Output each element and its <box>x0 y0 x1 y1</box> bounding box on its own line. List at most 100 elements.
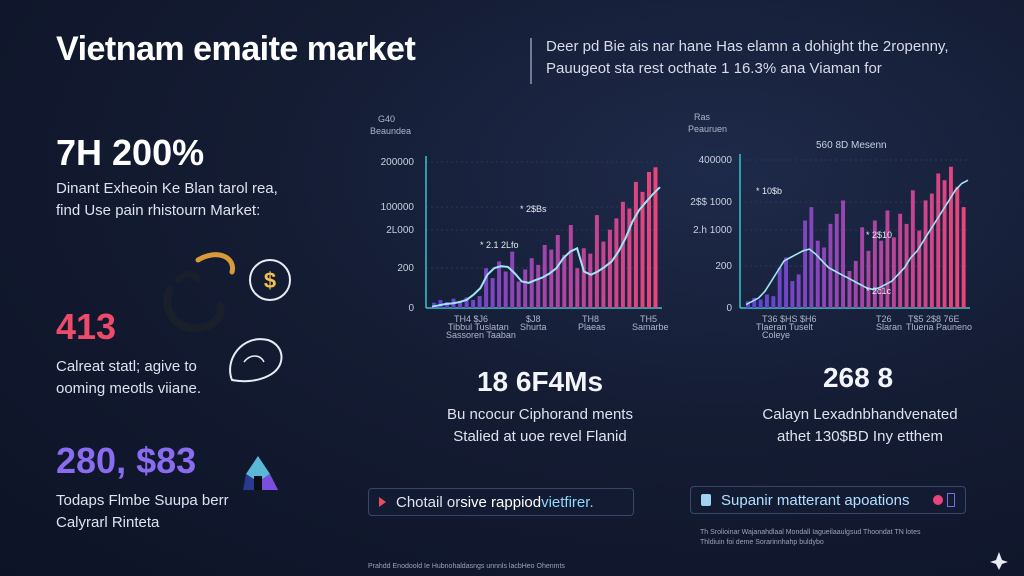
bottom-footnote: Prahdd Enodoold Ie Hubnohaldasngs unnnls… <box>368 563 565 570</box>
left-bar-5 <box>464 297 469 308</box>
right-bar-26 <box>910 190 915 308</box>
right-footnote-line-2: Thldiuin foi deme Sorarinnhahp buldybo <box>700 539 824 546</box>
right-bar-8 <box>796 274 801 308</box>
left-y-tick-0: 200000 <box>381 157 415 168</box>
left-bar-28 <box>614 218 619 308</box>
left-bar-18 <box>549 249 554 308</box>
left-chart-desc-line-2: Stalied at uoe revel Flanid <box>453 428 627 445</box>
left-bar-20 <box>562 254 567 308</box>
right-bar-27 <box>917 230 922 308</box>
right-bar-5 <box>777 267 782 308</box>
stat-3-value: 280, $83 <box>56 440 197 481</box>
left-bar-14 <box>523 269 528 308</box>
document-icon <box>701 494 711 506</box>
right-bar-30 <box>936 173 941 308</box>
right-bar-12 <box>822 247 826 308</box>
right-bar-16 <box>847 271 852 308</box>
left-y-tick-1: 100000 <box>381 202 415 213</box>
ethereum-icon <box>243 456 278 490</box>
left-pill-text-2: sive rappiod <box>460 493 542 511</box>
left-annotation-2: * 2.1 2Lfo <box>480 240 519 250</box>
right-y-tick-4: 0 <box>726 303 732 314</box>
left-pill-text-3: vietfirer. <box>541 493 594 511</box>
left-x-label-1b: Tibbul Tuslatan <box>448 322 509 332</box>
right-y-tick-3: 200 <box>715 261 732 272</box>
right-pill-text: Supanir matterant apoations <box>721 491 910 509</box>
right-y-tick-1: 2$$ 1000 <box>690 197 732 208</box>
left-bar-chart: G40 Beaundea 200000 100000 2L000 200 0 * 2$B… <box>370 114 669 340</box>
right-bar-31 <box>942 180 947 308</box>
left-x-label-1a: TH4 $J6 <box>454 314 488 324</box>
left-x-label-3b: Plaeas <box>578 322 606 332</box>
left-bar-33 <box>647 172 651 308</box>
right-x-label-1a: T36 $HS $H6 <box>762 314 817 324</box>
left-bar-4 <box>458 301 463 308</box>
left-bar-30 <box>627 208 632 308</box>
left-bar-12 <box>510 251 515 308</box>
left-pill-text-1: Chotail or <box>396 493 461 511</box>
left-y-unit-top: G40 <box>378 114 395 124</box>
dollar-icon: $ <box>249 259 291 301</box>
left-y-tick-2: 2L000 <box>386 225 414 236</box>
brand-logo-icon <box>990 552 1008 570</box>
stat-2-line-1: Calreat statl; agive to <box>56 358 197 375</box>
right-bar-17 <box>853 260 858 308</box>
left-bar-2 <box>445 302 449 308</box>
right-bar-10 <box>809 207 814 308</box>
left-bar-19 <box>555 235 560 308</box>
left-bar-27 <box>607 229 612 308</box>
stat-3-line-2: Calyrarl Rinteta <box>56 514 160 531</box>
right-bar-24 <box>898 213 903 308</box>
left-bar-10 <box>497 261 502 308</box>
left-bar-15 <box>529 258 534 308</box>
right-y-unit-bottom: Peauruen <box>688 124 727 134</box>
right-bar-18 <box>860 227 865 308</box>
left-bar-9 <box>490 278 495 308</box>
left-bar-7 <box>477 296 482 308</box>
right-bar-21 <box>879 240 884 308</box>
svg-text:$: $ <box>264 268 276 293</box>
subtitle-line-1: Deer pd Bie ais nar hane Has elamn a doh… <box>546 38 949 55</box>
right-bar-4 <box>771 296 776 308</box>
right-bar-13 <box>828 223 833 308</box>
right-bar-2 <box>758 299 763 308</box>
right-callout-pill[interactable]: Supanir matterant apoations <box>690 486 966 514</box>
right-bar-19 <box>866 250 871 308</box>
right-bar-9 <box>803 220 807 308</box>
left-x-label-4b: Samarbe <box>632 322 669 332</box>
right-bar-23 <box>891 237 896 308</box>
left-bar-21 <box>568 225 573 308</box>
right-x-label-1b: Tlaeran Tuselt <box>756 322 814 332</box>
right-x-label-3a: T$5 2$8 76E <box>908 314 960 324</box>
stat-1-value: 7H 200% <box>56 132 205 173</box>
left-chart-desc-line-1: Bu ncocur Ciphorand ments <box>447 406 633 423</box>
right-bar-6 <box>784 257 788 308</box>
left-bar-8 <box>484 268 489 308</box>
right-bar-7 <box>790 281 795 308</box>
right-bar-14 <box>834 213 839 308</box>
stat-1-line-1: Dinant Exheoin Ke Blan tarol rea, <box>56 180 278 197</box>
right-bar-15 <box>841 200 845 308</box>
left-chart-big-value: 18 6F4Ms <box>476 366 604 397</box>
right-footnote-line-1: Th Srolioinar Wajanahdlaal Mondall Iague… <box>700 529 921 536</box>
right-x-label-3b: Tluena Pauneno <box>906 322 972 332</box>
right-y-unit-top: Ras <box>694 112 711 122</box>
bar-icon <box>947 493 955 507</box>
left-x-label-1c: Sassoren Taaban <box>446 330 516 340</box>
right-annotation-2: * 2$10 <box>866 230 892 240</box>
left-y-unit-bottom: Beaundea <box>370 126 411 136</box>
right-x-label-1c: Coleye <box>762 330 790 340</box>
right-y-tick-0: 400000 <box>699 155 733 166</box>
right-y-tick-2: 2.h 1000 <box>693 225 732 236</box>
left-bar-31 <box>633 181 638 308</box>
left-annotation-1: * 2$Bs <box>520 204 547 214</box>
right-chart-desc-line-2: athet 130$BD Iny etthem <box>777 428 943 445</box>
left-x-label-4a: TH5 <box>640 314 657 324</box>
right-chart-description: Calayn Lexadnbhandvenated athet 130$BD I… <box>740 404 980 448</box>
stat-2-line-2: ooming meotls viiane. <box>56 380 202 397</box>
left-bar-26 <box>601 241 606 308</box>
right-x-labels: T36 $HS $H6 Tlaeran Tuselt Coleye T26 Sl… <box>756 314 972 340</box>
right-annotation-1: * 10$b <box>756 186 782 196</box>
left-bar-32 <box>640 191 645 308</box>
left-callout-pill[interactable]: Chotail or sive rappiod vietfirer. <box>368 488 634 516</box>
